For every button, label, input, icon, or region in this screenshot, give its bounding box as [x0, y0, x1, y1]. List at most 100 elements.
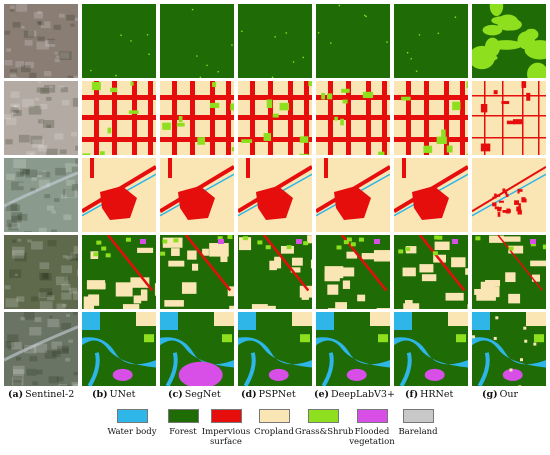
crop-field: [264, 305, 276, 309]
satellite-patch: [46, 96, 52, 101]
tile-r1-c2: [82, 4, 156, 78]
grass-patch: [125, 237, 131, 242]
satellite-patch: [4, 59, 13, 66]
satellite-patch: [36, 87, 45, 93]
road-h: [82, 115, 156, 120]
satellite-patch: [58, 383, 67, 386]
tile-r4-c7: [472, 235, 546, 309]
tile-content: [82, 235, 156, 309]
crop-field: [505, 272, 516, 283]
patch: [272, 113, 279, 118]
crop-field: [324, 266, 344, 279]
column-name: UNet: [109, 389, 136, 400]
satellite-patch: [16, 4, 28, 12]
satellite-patch: [47, 318, 60, 328]
town-speck: [492, 202, 497, 207]
satellite-patch: [44, 194, 51, 199]
satellite-patch: [28, 72, 37, 78]
river: [394, 337, 468, 368]
column-name: Our: [499, 389, 519, 400]
grass-patch: [501, 18, 522, 31]
crop-speck: [533, 318, 537, 322]
legend-swatch: [307, 409, 339, 423]
patch: [82, 153, 91, 155]
satellite-patch: [29, 326, 42, 336]
satellite-patch: [38, 292, 47, 298]
satellite-patch: [6, 117, 17, 125]
crop-field: [402, 267, 416, 277]
crop-field: [86, 280, 106, 290]
town-block: [334, 186, 371, 220]
road-h: [394, 95, 468, 100]
town-speck: [492, 196, 497, 199]
crop-field: [292, 312, 312, 326]
road-h: [238, 137, 312, 142]
satellite-patch: [11, 377, 24, 386]
grass-patch: [101, 246, 107, 251]
tile-r4-c1: [4, 235, 78, 309]
patch: [176, 122, 185, 127]
flooded-patch: [374, 239, 380, 244]
patch: [334, 116, 338, 121]
grass-patch: [543, 245, 546, 250]
satellite-patch: [38, 145, 48, 152]
town-speck: [521, 198, 527, 203]
tile-r5-c4: [238, 312, 312, 386]
satellite-patch: [17, 238, 22, 242]
grass-patch: [222, 334, 232, 343]
satellite-patch: [54, 198, 60, 203]
legend-item: Flooded vegetation: [344, 405, 400, 447]
road-diag: [106, 235, 154, 292]
patch: [321, 92, 325, 100]
patch: [441, 129, 446, 138]
grass-speck: [406, 51, 409, 54]
legend-item: Impervious surface: [198, 405, 254, 447]
grass-patch: [286, 245, 292, 250]
tile-r4-c5: [316, 235, 390, 309]
patch: [231, 147, 234, 152]
crop-field: [489, 235, 504, 243]
satellite-patch: [13, 376, 23, 383]
crop-field: [361, 253, 379, 260]
grass-patch: [508, 246, 514, 251]
class-base: [394, 4, 468, 78]
satellite-patch: [37, 81, 41, 84]
flooded-patch: [140, 239, 146, 244]
satellite-patch: [27, 239, 32, 243]
grass-patch: [343, 240, 349, 245]
crop-speck: [523, 326, 527, 330]
road-v: [366, 81, 371, 155]
satellite-patch: [75, 253, 78, 261]
satellite-patch: [36, 40, 49, 50]
grass-speck: [454, 16, 457, 19]
satellite-patch: [4, 285, 11, 290]
grass-patch: [378, 334, 388, 343]
satellite-patch: [61, 283, 71, 291]
satellite-patch: [12, 365, 25, 374]
satellite-base: [4, 158, 78, 232]
legend-label: Grass&Shrub: [295, 427, 354, 437]
road-v: [90, 158, 94, 178]
patch: [378, 151, 385, 155]
satellite-patch: [60, 52, 70, 59]
tile-r2-c3: [160, 81, 234, 155]
tile-content: [472, 312, 546, 386]
satellite-patch: [73, 291, 78, 300]
grass-speck: [241, 30, 243, 33]
flooded-veg: [346, 368, 367, 381]
patch: [299, 136, 309, 143]
tile-content: [472, 235, 546, 309]
satellite-patch: [14, 273, 18, 276]
road-h: [316, 95, 390, 100]
crop-field: [508, 245, 524, 254]
satellite-patch: [15, 356, 22, 361]
town-speck: [517, 210, 522, 215]
satellite-patch: [60, 87, 68, 93]
road-h: [316, 137, 390, 142]
grass-patch: [524, 40, 546, 60]
crop-speck: [509, 368, 513, 372]
tile-r2-c5: [316, 81, 390, 155]
town-speck: [505, 193, 509, 198]
patch: [526, 92, 531, 101]
grass-speck: [285, 32, 288, 34]
